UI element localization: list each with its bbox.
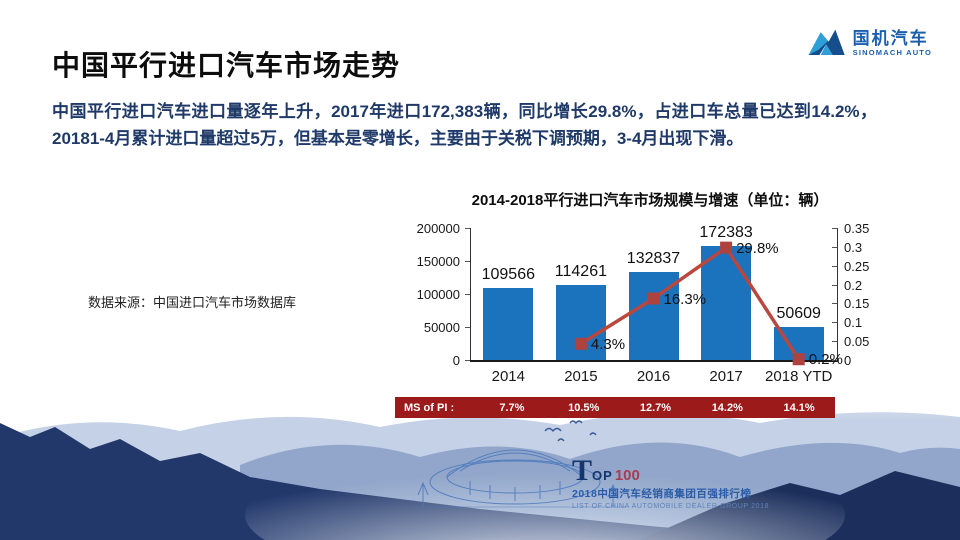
x-axis-label: 2017 (709, 368, 743, 385)
bar-value-label: 132837 (626, 250, 681, 268)
top100-logo: T OP 100 (572, 456, 769, 486)
page-title: 中国平行进口汽车市场走势 (52, 50, 401, 81)
sinomach-mountain-icon (806, 24, 846, 63)
company-logo: 国机汽车 SINOMACH AUTO (806, 24, 932, 63)
y-axis-left-tick (465, 228, 470, 229)
market-share-label: MS of PI : (404, 401, 455, 414)
line-marker-2017 (720, 241, 733, 254)
line-marker-2015 (574, 337, 587, 350)
top100-letters-op: OP (592, 468, 613, 483)
y-axis-right-label: 0 (844, 353, 852, 368)
y-axis-right-tick (832, 228, 837, 229)
mountain-landscape-image (0, 365, 960, 540)
y-axis-left-label: 200000 (416, 221, 460, 236)
logo-name-en: SINOMACH AUTO (852, 48, 932, 58)
growth-line (574, 241, 805, 366)
bar-2014 (483, 287, 534, 360)
top100-watermark: T OP 100 2018中国汽车经销商集团百强排行榜 LIST OF CHIN… (572, 456, 769, 510)
top100-number: 100 (614, 467, 640, 484)
y-axis-right-label: 0.3 (844, 239, 863, 255)
y-axis-left-label: 0 (452, 353, 460, 368)
y-axis-right-label: 0.35 (844, 221, 870, 236)
y-axis-right-label: 0.25 (844, 258, 870, 274)
x-axis-label: 2015 (564, 368, 598, 385)
y-axis-right-label: 0.1 (844, 315, 863, 331)
y-axis-left-tick (465, 360, 470, 361)
y-axis-left (470, 228, 471, 361)
growth-pct-label: 16.3% (663, 290, 707, 308)
y-axis-right-tick (832, 341, 837, 343)
top100-title-cn: 2018中国汽车经销商集团百强排行榜 (572, 488, 752, 500)
x-axis-label: 2014 (491, 368, 525, 385)
top100-letter-t: T (572, 454, 593, 487)
market-share-value: 12.7% (639, 401, 672, 414)
logo-text: 国机汽车 SINOMACH AUTO (852, 28, 932, 58)
bar-value-label: 172383 (699, 224, 753, 242)
bar-value-label: 109566 (481, 265, 535, 283)
birds-sketch (544, 420, 597, 442)
y-axis-left-tick (465, 327, 470, 328)
y-axis-right-tick (832, 303, 837, 305)
data-source-note: 数据来源：中国进口汽车市场数据库 (88, 295, 297, 310)
y-axis-left-label: 100000 (416, 287, 460, 302)
y-axis-right-label: 0.2 (844, 277, 863, 293)
intro-paragraph: 中国平行进口汽车进口量逐年上升，2017年进口172,383辆，同比增长29.8… (52, 102, 877, 148)
y-axis-right-tick (832, 360, 837, 361)
market-share-value: 14.2% (711, 401, 743, 414)
market-share-ribbon: MS of PI : 7.7% 10.5% 12.7% 14.2% 14.1% (395, 397, 835, 418)
logo-name-cn: 国机汽车 (852, 28, 929, 48)
chart-title: 2014-2018平行进口汽车市场规模与增速（单位：辆） (471, 192, 829, 209)
x-axis-label: 2018 YTD (765, 368, 833, 385)
y-axis-right-label: 0.15 (844, 296, 870, 312)
market-share-value: 7.7% (499, 401, 525, 414)
y-axis-left-label: 50000 (423, 320, 460, 335)
y-axis-right-tick (832, 322, 837, 324)
market-share-value: 14.1% (783, 401, 815, 414)
bar-value-label: 50609 (776, 304, 821, 322)
x-axis-label: 2016 (636, 368, 671, 385)
growth-pct-label: 4.3% (590, 335, 626, 353)
line-marker-2018 YTD (792, 353, 805, 366)
y-axis-left-tick (465, 294, 470, 295)
y-axis-left-tick (465, 261, 470, 262)
market-share-value: 10.5% (568, 401, 600, 414)
bar-2017 (701, 246, 752, 360)
growth-pct-label: 29.8% (736, 239, 779, 257)
y-axis-right-tick (832, 246, 837, 248)
growth-pct-label: 0.2% (808, 351, 843, 369)
y-axis-right-label: 0.05 (844, 334, 870, 350)
y-axis-right-tick (832, 265, 837, 267)
top100-title-en: LIST OF CHINA AUTOMOBILE DEALER GROUP 20… (572, 502, 770, 510)
y-axis-left-label: 150000 (416, 254, 460, 269)
bar-value-label: 114261 (554, 262, 607, 280)
x-axis (470, 360, 838, 362)
y-axis-right (837, 228, 838, 361)
line-marker-2016 (647, 292, 660, 305)
stadium-sketch (415, 449, 625, 508)
y-axis-right-tick (832, 284, 837, 286)
